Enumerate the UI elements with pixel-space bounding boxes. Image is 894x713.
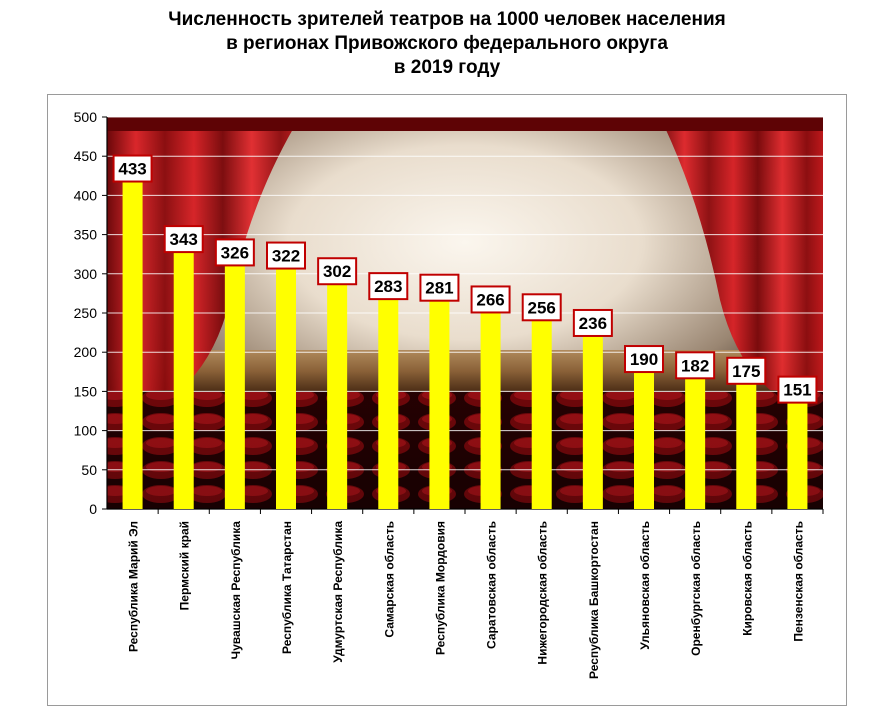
data-label: 326 — [221, 243, 249, 262]
bar — [787, 390, 808, 509]
x-tick-label: Саратовская область — [485, 521, 499, 649]
data-label-box — [214, 238, 255, 267]
y-tick-label: 300 — [74, 266, 98, 282]
y-tick-label: 350 — [74, 227, 98, 243]
x-tick-label: Пермский край — [178, 521, 192, 610]
data-label: 175 — [732, 362, 760, 381]
data-label-box — [675, 351, 716, 380]
bar — [634, 360, 654, 509]
y-tick-label: 200 — [74, 344, 98, 360]
data-label-box — [726, 356, 767, 385]
data-label: 433 — [118, 160, 146, 179]
x-tick-label: Удмуртская Республика — [331, 521, 345, 663]
bar — [736, 371, 757, 509]
chart-title-line-2: в регионах Привожского федерального окру… — [226, 33, 668, 54]
y-tick-label: 250 — [74, 305, 98, 321]
bar — [276, 256, 296, 509]
bar — [429, 288, 450, 509]
bar — [480, 300, 501, 509]
y-tick-label: 400 — [74, 187, 98, 203]
y-tick-label: 0 — [89, 501, 97, 517]
data-label: 343 — [170, 230, 198, 249]
data-label-box — [777, 375, 818, 404]
data-label-box — [266, 241, 306, 270]
x-tick-label: Республика Мордовия — [433, 521, 447, 655]
x-tick-label: Оренбургская область — [689, 521, 703, 656]
data-label: 283 — [374, 277, 402, 296]
bar — [122, 169, 143, 509]
data-label-box — [521, 293, 562, 322]
chart-title: Численность зрителей театров на 1000 чел… — [0, 8, 894, 80]
chart-title-line-3: в 2019 году — [393, 57, 501, 78]
data-label-box — [317, 257, 358, 286]
y-tick-label: 450 — [74, 148, 98, 164]
bar — [173, 240, 194, 509]
y-tick-label: 150 — [74, 383, 98, 399]
y-tick-label: 100 — [74, 423, 98, 439]
data-label-box — [470, 285, 511, 314]
x-tick-label: Нижегородская область — [536, 521, 550, 665]
bar — [582, 323, 603, 509]
x-tick-label: Пензенская область — [791, 521, 805, 642]
chart-frame — [47, 94, 847, 706]
bar — [531, 308, 552, 509]
data-label: 281 — [425, 279, 453, 298]
data-label-box — [368, 272, 409, 301]
data-label-box — [572, 308, 613, 337]
data-label: 190 — [630, 350, 658, 369]
x-tick-label: Кировская область — [740, 521, 754, 636]
bar — [327, 272, 348, 509]
data-label: 256 — [528, 298, 556, 317]
data-label: 236 — [579, 314, 607, 333]
x-tick-label: Самарская область — [382, 521, 396, 638]
x-tick-label: Республика Татарстан — [280, 521, 294, 654]
bar — [224, 253, 245, 509]
data-label: 182 — [681, 356, 709, 375]
x-tick-label: Республика Башкортостан — [587, 521, 601, 679]
bar — [378, 287, 399, 509]
data-label-box — [112, 154, 153, 183]
data-label-box — [163, 225, 204, 254]
data-label-box — [419, 273, 460, 302]
bar — [685, 366, 706, 509]
chart-title-line-1: Численность зрителей театров на 1000 чел… — [168, 9, 726, 30]
y-tick-label: 50 — [81, 462, 97, 478]
data-label: 302 — [323, 262, 351, 281]
data-label: 266 — [476, 290, 504, 309]
data-label: 322 — [272, 247, 300, 266]
x-tick-label: Ульяновская область — [638, 521, 652, 650]
x-tick-label: Чувашская Республика — [229, 521, 243, 660]
data-label-box — [624, 345, 664, 374]
y-tick-label: 500 — [74, 109, 98, 125]
x-tick-label: Республика Марий Эл — [127, 521, 141, 652]
data-label: 151 — [783, 381, 811, 400]
